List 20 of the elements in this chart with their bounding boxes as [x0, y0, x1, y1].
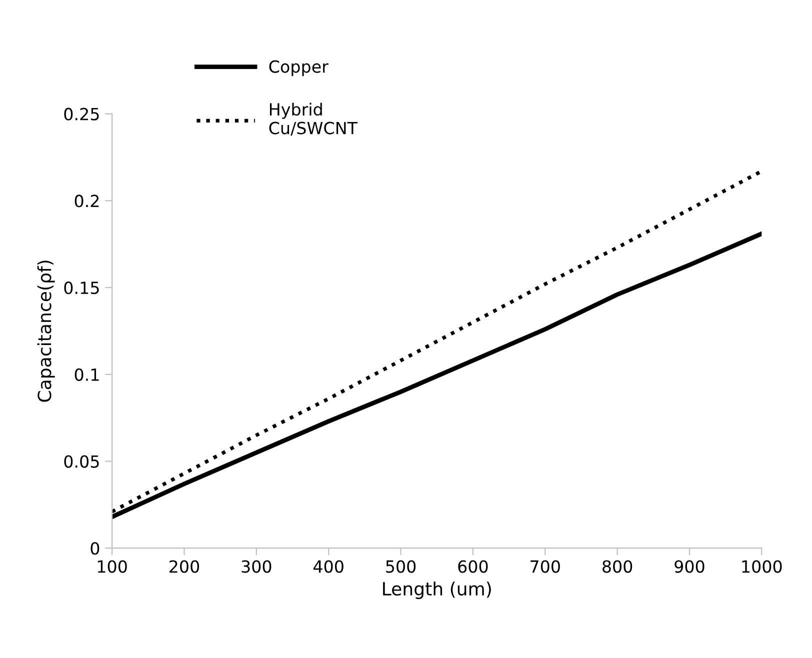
x-tick-label: 500 [386, 560, 416, 573]
y-tick-label: 0.15 [64, 282, 99, 294]
y-tick-label: 0.1 [74, 368, 99, 381]
y-tick-label: 0.2 [74, 194, 99, 208]
x-tick-label: 800 [602, 560, 632, 573]
x-tick-label: 700 [530, 560, 560, 573]
x-tick-label: 900 [674, 560, 704, 573]
x-tick-label: 300 [242, 560, 272, 573]
x-tick-label: 600 [458, 560, 488, 573]
legend-label: Copper [269, 60, 328, 76]
y-tick-label: 0.25 [64, 108, 99, 120]
legend-label: Hybrid Cu/SWCNT [269, 102, 358, 136]
y-tick-label: 0.05 [64, 455, 99, 468]
x-tick-label: 1000 [742, 560, 782, 573]
y-axis-title: Capacitance(ρf) [37, 260, 55, 402]
x-tick-label: 100 [98, 560, 127, 573]
x-tick-label: 400 [314, 560, 344, 573]
y-tick-label: 0 [90, 542, 100, 555]
x-tick-label: 200 [170, 560, 200, 573]
x-axis-title: Length (um) [383, 582, 491, 600]
